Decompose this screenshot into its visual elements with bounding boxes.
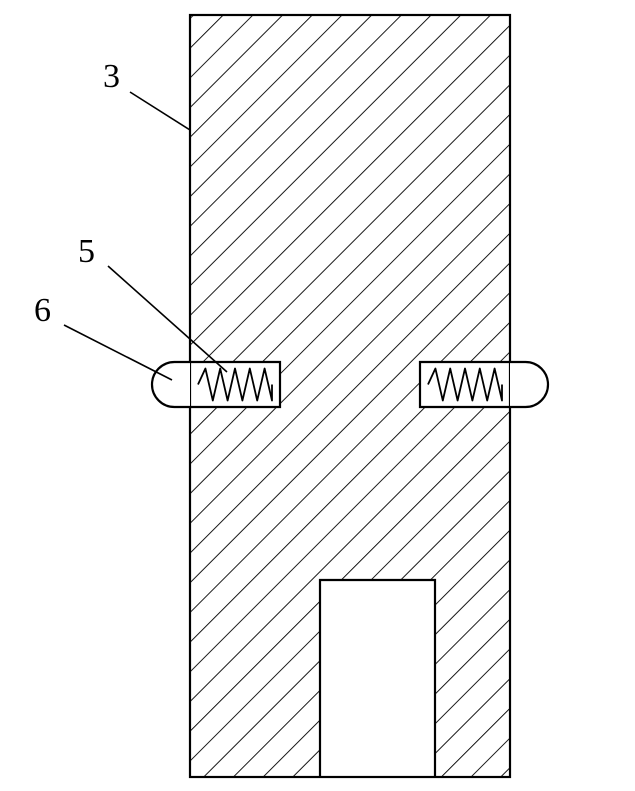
diagram-svg bbox=[0, 0, 635, 791]
diagram-stage: 3 5 6 bbox=[0, 0, 635, 791]
callout-label-5: 5 bbox=[78, 233, 95, 271]
right-plunger bbox=[510, 362, 548, 407]
callout-leader-6 bbox=[64, 325, 172, 380]
callout-label-6: 6 bbox=[34, 292, 51, 330]
callout-leader-3 bbox=[130, 92, 190, 130]
left-plunger bbox=[152, 362, 190, 407]
callout-label-3: 3 bbox=[103, 58, 120, 96]
